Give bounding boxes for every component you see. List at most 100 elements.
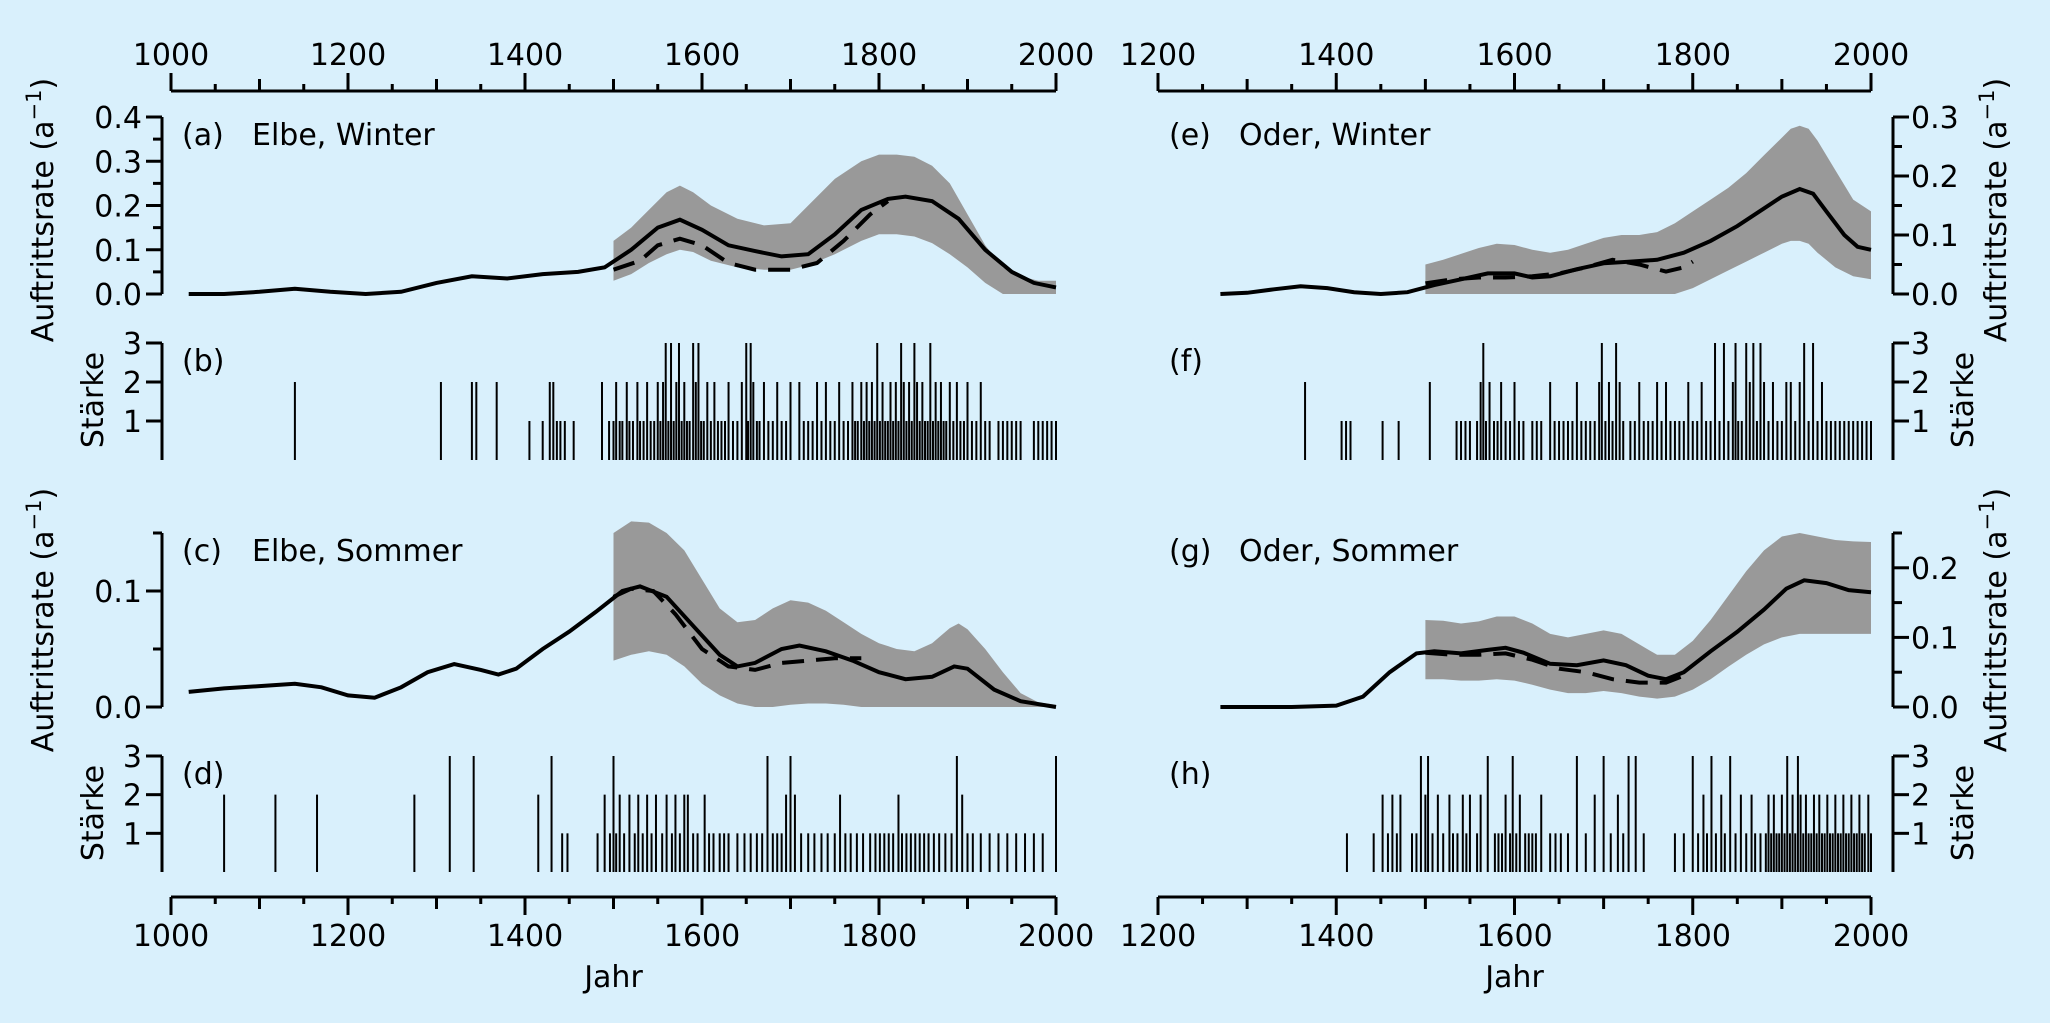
y-tick-label: 3: [1911, 740, 1930, 775]
y-tick-label: 0.0: [1911, 691, 1959, 726]
y-label-staerke-b: Stärke: [76, 352, 111, 448]
y-label-staerke-h: Stärke: [1946, 765, 1981, 861]
panel-label: (c): [182, 534, 222, 569]
y-tick-label: 2: [1911, 366, 1930, 401]
panel-label: (h): [1169, 757, 1211, 792]
solid-series: [1220, 578, 1872, 709]
panel-a: 0.0 0.1 0.2 0.3 0.4 (a) Elbe, Winter: [94, 101, 1057, 313]
y-tick-label: 1: [1911, 405, 1930, 440]
x-tick-label: 2000: [1833, 919, 1909, 954]
x-tick-label: 1200: [1120, 919, 1196, 954]
x-tick-label: 2000: [1018, 919, 1094, 954]
top-x-axis-1: 1000 1200 1400 1600 1800 2000: [133, 38, 1094, 93]
solid-series: [188, 194, 1057, 297]
x-tick-label: 2000: [1833, 38, 1909, 73]
bottom-x-axis-1: 1000 1200 1400 1600 1800 2000 Jahr: [133, 895, 1094, 995]
uncertainty-band: [613, 154, 1056, 294]
y-tick-label: 0.1: [1911, 621, 1959, 656]
rate-label-close: ): [1979, 78, 2014, 90]
rate-label-exponent: −1: [22, 90, 46, 121]
x-tick-label: 1400: [487, 38, 563, 73]
panel-title: Elbe, Winter: [252, 118, 435, 153]
panel-title: Oder, Sommer: [1239, 534, 1459, 569]
y-tick-label: 0.3: [1911, 101, 1959, 136]
dashed-series: [1425, 650, 1685, 685]
y-tick-label: 0.1: [1911, 219, 1959, 254]
rate-label-main: Auftrittsrate (a: [1979, 530, 2014, 752]
panel-title: Elbe, Sommer: [252, 534, 463, 569]
x-tick-label: 1400: [1298, 919, 1374, 954]
dashed-series: [612, 199, 890, 272]
rate-label-main: Auftrittsrate (a: [1979, 120, 2014, 342]
y-tick-label: 0.4: [94, 101, 142, 136]
rate-label-exponent: −1: [1975, 90, 1999, 121]
solid-series: [1220, 186, 1872, 297]
rate-label-close: ): [1979, 488, 2014, 500]
panel-b: 1 2 3 (b): [123, 327, 1057, 460]
solid-series: [188, 584, 1057, 709]
panel-title: Oder, Winter: [1239, 118, 1431, 153]
x-axis-title: Jahr: [582, 960, 643, 995]
y-tick-label: 3: [123, 327, 142, 362]
panel-f: 1 2 3 (f): [1169, 327, 1930, 460]
panel-label: (f): [1169, 344, 1203, 379]
x-tick-label: 1800: [1655, 919, 1731, 954]
panel-d: 12 3 (d): [123, 740, 1057, 872]
y-tick-label: 1: [123, 817, 142, 852]
x-tick-label: 2000: [1018, 38, 1094, 73]
y-tick-label: 0.1: [94, 234, 142, 269]
x-tick-label: 1400: [487, 919, 563, 954]
y-tick-label: 1: [123, 405, 142, 440]
y-tick-label: 0.2: [94, 190, 142, 225]
x-tick-label: 1600: [1476, 38, 1552, 73]
panel-h: 12 3 (h): [1169, 740, 1930, 872]
y-tick-label: 0.2: [1911, 552, 1959, 587]
x-tick-label: 1800: [841, 38, 917, 73]
y-label-rate-c: Auftrittsrate (a−1): [22, 488, 61, 752]
rate-label-main: Auftrittsrate (a: [26, 530, 61, 752]
x-tick-label: 1800: [1655, 38, 1731, 73]
panel-c: 0.0 0.1 (c) Elbe, Sommer: [94, 521, 1057, 726]
y-label-rate-a: Auftrittsrate (a−1): [22, 78, 61, 342]
y-tick-label: 2: [123, 779, 142, 814]
y-tick-label: 0.3: [94, 145, 142, 180]
x-axis-title: Jahr: [1483, 960, 1544, 995]
x-tick-label: 1200: [1120, 38, 1196, 73]
rate-label-exponent: −1: [1975, 500, 1999, 531]
panel-label: (d): [182, 757, 224, 792]
x-tick-label: 1200: [310, 919, 386, 954]
rate-label-exponent: −1: [22, 500, 46, 531]
panel-label: (e): [1169, 118, 1211, 153]
rate-label-close: ): [26, 488, 61, 500]
x-tick-label: 1600: [664, 38, 740, 73]
y-tick-label: 3: [1911, 327, 1930, 362]
top-x-axis-2: 1200 1400 1600 1800 2000: [1120, 38, 1909, 93]
x-tick-label: 1000: [133, 919, 209, 954]
y-label-staerke-f: Stärke: [1946, 352, 1981, 448]
y-tick-label: 0.0: [94, 691, 142, 726]
x-tick-label: 1800: [841, 919, 917, 954]
y-tick-label: 3: [123, 740, 142, 775]
panel-g: 0.0 0.1 0.2 (g) Oder, Sommer: [1169, 531, 1959, 726]
rate-label-close: ): [26, 78, 61, 90]
y-tick-label: 0.2: [1911, 160, 1959, 195]
x-tick-label: 1400: [1298, 38, 1374, 73]
uncertainty-band: [613, 521, 1056, 707]
y-tick-label: 0.1: [94, 575, 142, 610]
y-label-rate-e: Auftrittsrate (a−1): [1975, 78, 2014, 342]
y-label-rate-g: Auftrittsrate (a−1): [1975, 488, 2014, 752]
bottom-x-axis-2: 1200 1400 1600 1800 2000 Jahr: [1120, 895, 1909, 995]
y-tick-label: 0.0: [94, 278, 142, 313]
y-tick-label: 1: [1911, 817, 1930, 852]
x-tick-label: 1000: [133, 38, 209, 73]
panel-e: 0.0 0.1 0.2 0.3 (e) Oder, Winter: [1169, 101, 1959, 313]
panel-label: (g): [1169, 534, 1211, 569]
y-label-staerke-d: Stärke: [76, 765, 111, 861]
rate-label-main: Auftrittsrate (a: [26, 120, 61, 342]
y-tick-label: 2: [123, 366, 142, 401]
uncertainty-band: [1425, 125, 1871, 294]
panel-label: (b): [182, 344, 224, 379]
x-tick-label: 1200: [310, 38, 386, 73]
y-tick-label: 2: [1911, 779, 1930, 814]
